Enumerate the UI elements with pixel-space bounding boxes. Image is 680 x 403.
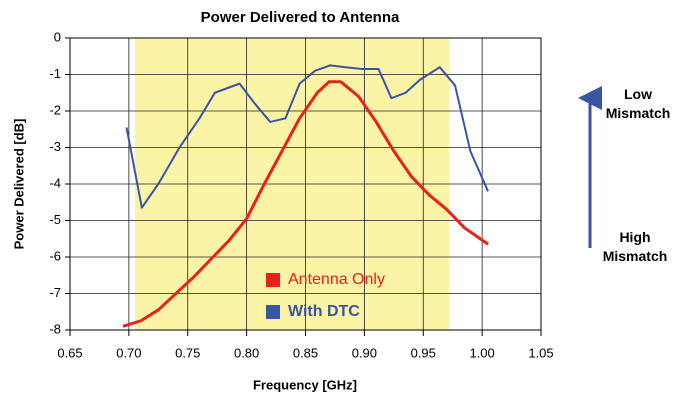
annotation: High Mismatch	[603, 229, 668, 264]
y-tick-label: -1	[49, 66, 61, 81]
chart-title: Power Delivered to Antenna	[201, 9, 400, 26]
x-tick-label: 1.00	[469, 345, 494, 360]
y-tick-label: -7	[49, 285, 61, 300]
plot-frame	[69, 37, 542, 331]
data-line	[125, 64, 489, 209]
y-tick-label: -3	[49, 139, 61, 154]
x-tick-label: 0.85	[293, 345, 318, 360]
y-tick-label: -4	[49, 175, 61, 190]
x-tick-label: 0.75	[175, 345, 200, 360]
legend-swatch	[266, 305, 280, 319]
annotation: Low Mismatch	[606, 86, 671, 121]
x-tick-label: 0.95	[411, 345, 436, 360]
x-tick-label: 0.90	[352, 345, 377, 360]
y-tick-label: -2	[49, 102, 61, 117]
x-tick-label: 1.05	[528, 345, 553, 360]
y-tick-label: -6	[49, 248, 61, 263]
x-tick-label: 0.70	[116, 345, 141, 360]
y-tick-label: 0	[54, 29, 61, 44]
legend-label: With DTC	[288, 303, 360, 320]
legend-swatch	[266, 273, 280, 287]
x-tick-label: 0.65	[57, 345, 82, 360]
legend-label: Antenna Only	[288, 271, 385, 288]
y-tick-label: -5	[49, 212, 61, 227]
x-tick-label: 0.80	[234, 345, 259, 360]
x-axis-label: Frequency [GHz]	[253, 377, 357, 392]
data-line	[122, 80, 489, 328]
y-tick-label: -8	[49, 321, 61, 336]
y-axis-label: Power Delivered [dB]	[11, 119, 26, 250]
